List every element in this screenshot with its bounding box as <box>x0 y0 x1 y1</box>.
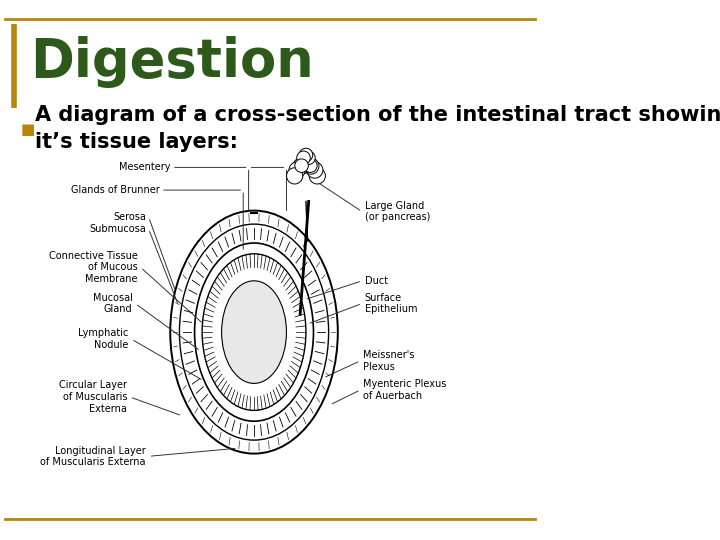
Text: Circular Layer
of Muscularis
Externa: Circular Layer of Muscularis Externa <box>59 380 127 414</box>
Text: Serosa: Serosa <box>113 212 146 222</box>
Text: Mesentery: Mesentery <box>119 163 170 172</box>
Ellipse shape <box>287 168 303 184</box>
Text: Meissner's
Plexus: Meissner's Plexus <box>363 350 415 372</box>
Text: A diagram of a cross-section of the intestinal tract showing
it’s tissue layers:: A diagram of a cross-section of the inte… <box>35 105 720 152</box>
Ellipse shape <box>293 158 309 174</box>
Ellipse shape <box>309 168 325 184</box>
Ellipse shape <box>294 159 308 172</box>
Text: ■: ■ <box>21 122 35 137</box>
Text: Myenteric Plexus
of Auerbach: Myenteric Plexus of Auerbach <box>363 379 446 401</box>
Text: Digestion: Digestion <box>30 36 313 88</box>
Text: Surface
Epithelium: Surface Epithelium <box>365 293 418 314</box>
Text: Large Gland
(or pancreas): Large Gland (or pancreas) <box>365 201 430 222</box>
Text: Mucosal
Gland: Mucosal Gland <box>93 293 132 314</box>
Text: Duct: Duct <box>365 276 388 286</box>
Text: Longitudinal Layer
of Muscularis Externa: Longitudinal Layer of Muscularis Externa <box>40 446 146 467</box>
Ellipse shape <box>297 151 310 165</box>
Text: Lymphatic
Nodule: Lymphatic Nodule <box>78 328 129 350</box>
Ellipse shape <box>298 157 314 173</box>
Text: Submucosa: Submucosa <box>89 224 146 234</box>
Text: Glands of Brunner: Glands of Brunner <box>71 185 159 195</box>
Ellipse shape <box>289 162 305 178</box>
Ellipse shape <box>222 281 287 383</box>
Ellipse shape <box>302 151 315 165</box>
Ellipse shape <box>302 158 319 174</box>
Ellipse shape <box>300 148 312 161</box>
Ellipse shape <box>304 159 317 172</box>
Text: Connective Tissue
of Mucous
Membrane: Connective Tissue of Mucous Membrane <box>49 251 138 284</box>
Ellipse shape <box>307 162 323 178</box>
